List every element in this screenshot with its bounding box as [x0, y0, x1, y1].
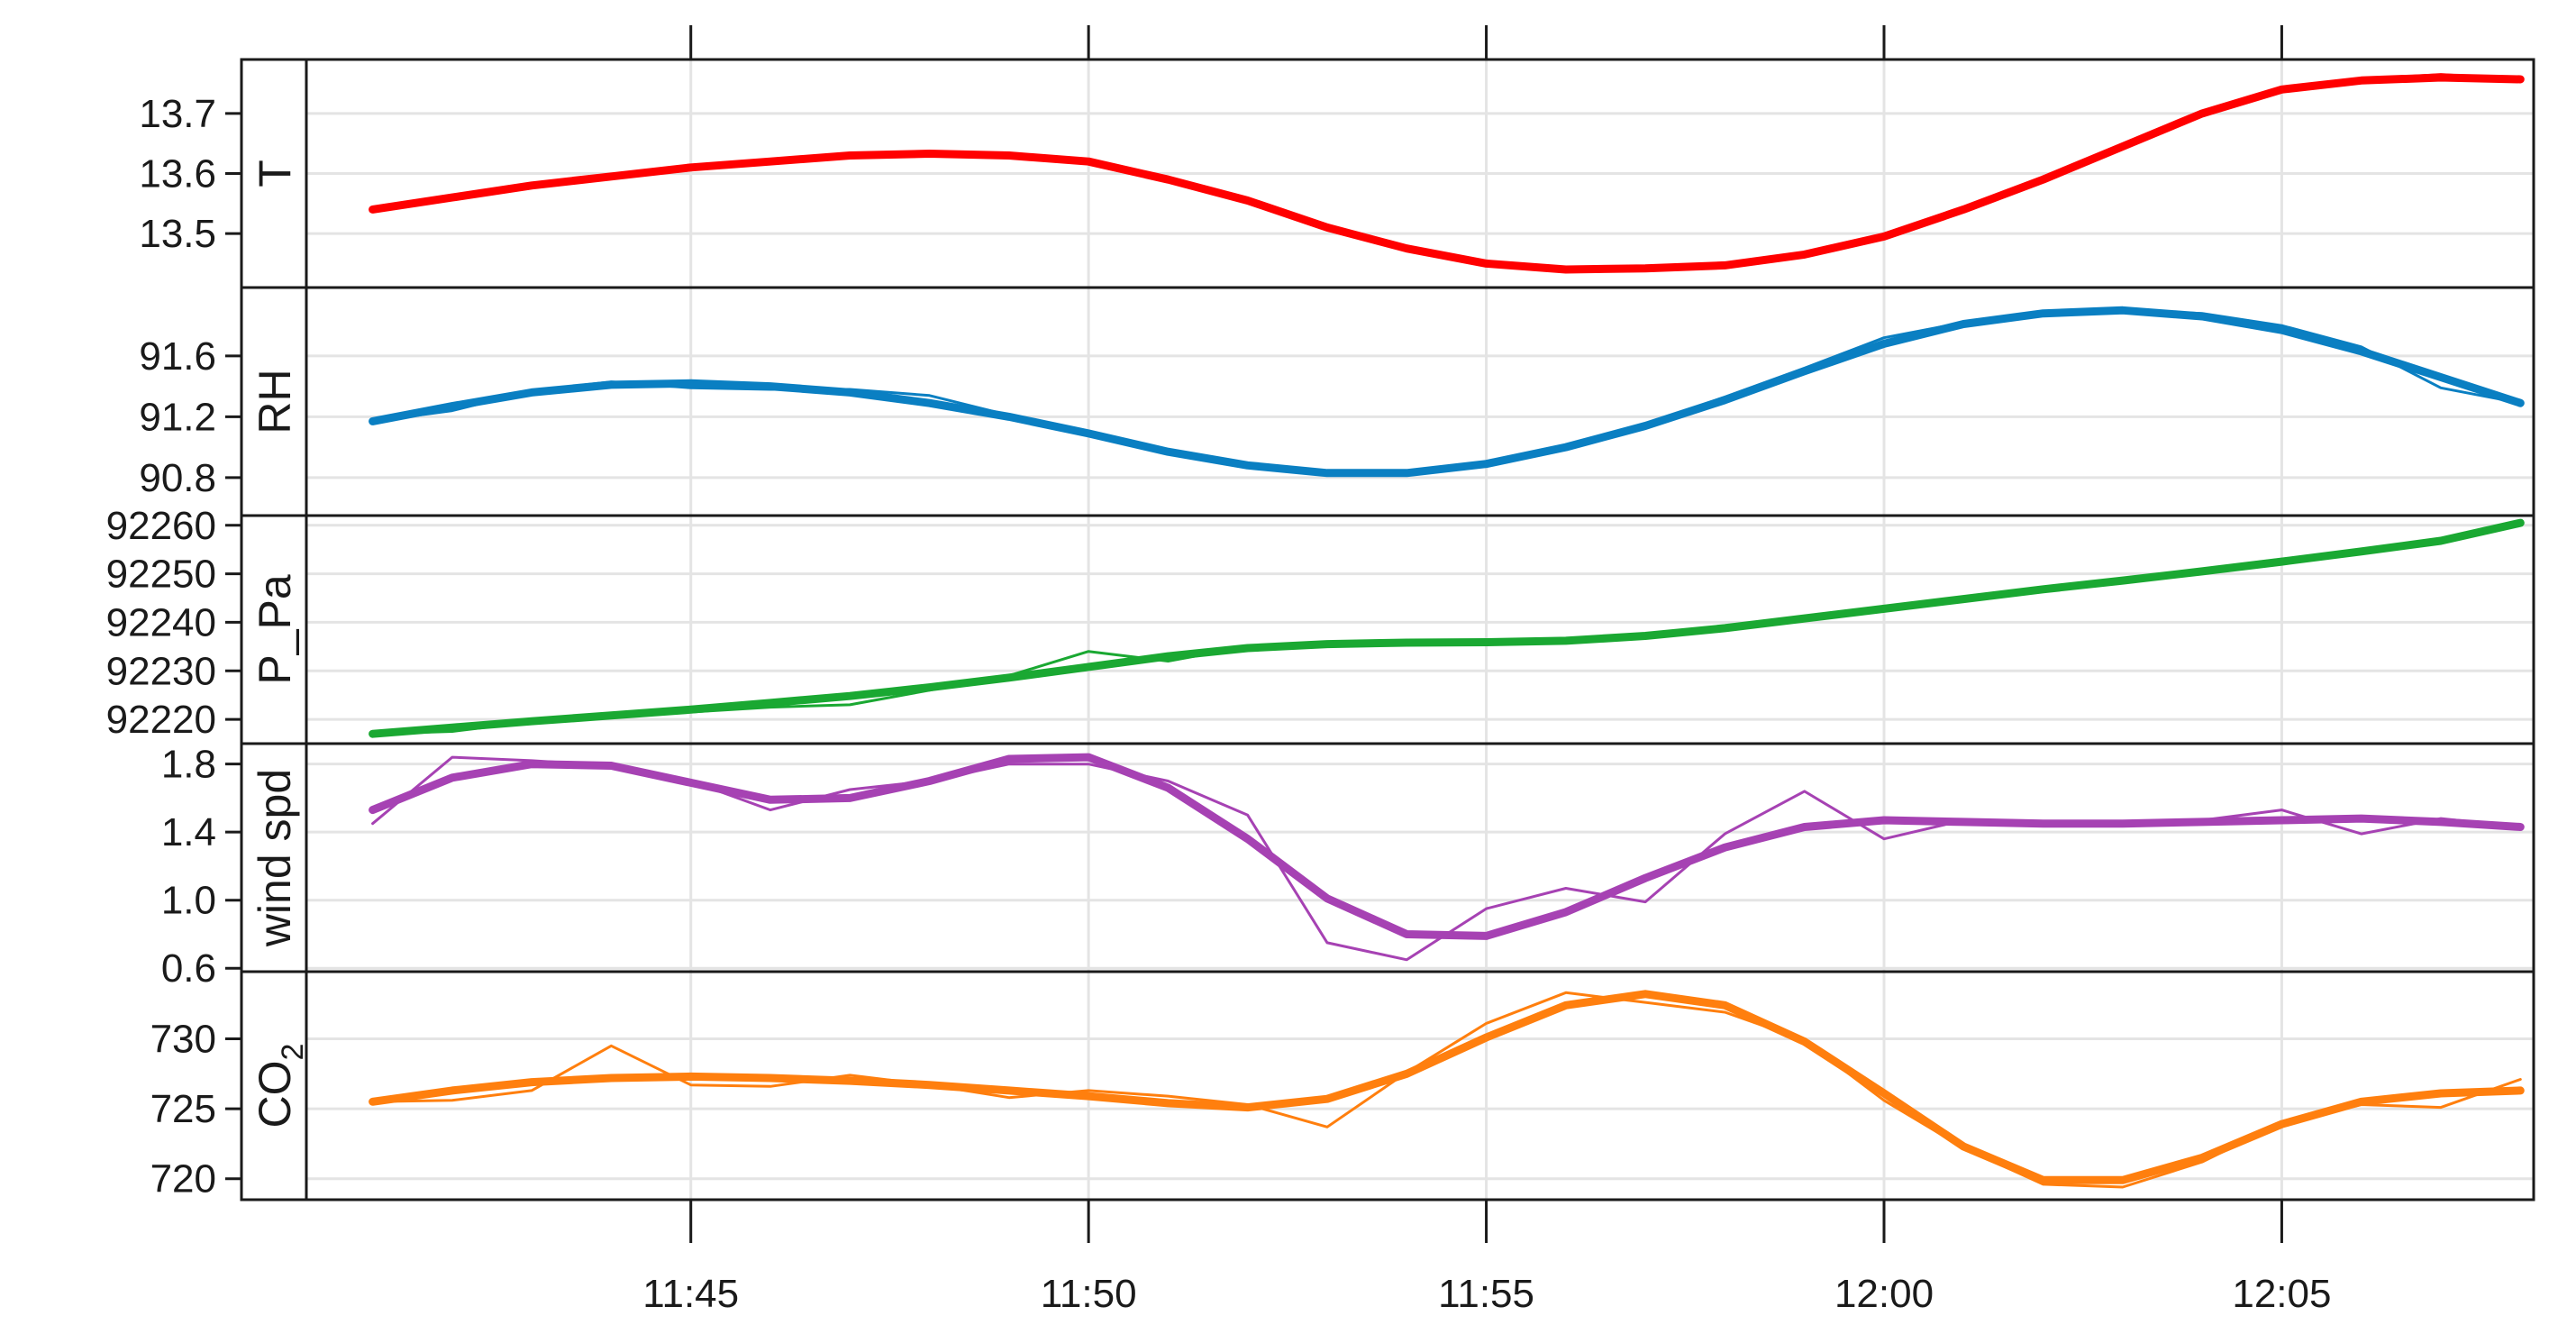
y-tick-label: 13.7 [139, 92, 216, 136]
panel-frame [240, 514, 2535, 745]
series-line-raw [371, 308, 2522, 476]
series-line-smooth [369, 306, 2525, 478]
strip-label-subscript: 2 [276, 1044, 310, 1061]
strip-label-group: RH [250, 369, 300, 434]
y-tick-label: 1.0 [161, 879, 216, 923]
y-tick-label: 92230 [106, 649, 216, 693]
series-line-raw [371, 991, 2522, 1189]
strip-label-main: CO [250, 1060, 300, 1128]
strip-label: RH [250, 369, 300, 434]
y-tick-label: 92240 [106, 600, 216, 644]
y-tick-label: 13.6 [139, 152, 216, 196]
grid-layer [306, 59, 2534, 1200]
panel-frame [240, 970, 2535, 1202]
strip-label-group: wind spd [250, 769, 300, 947]
y-tick-label: 92260 [106, 504, 216, 548]
y-tick-label: 1.4 [161, 810, 216, 854]
y-tick-label: 725 [150, 1087, 216, 1131]
y-tick-label: 90.8 [139, 456, 216, 500]
x-tick-label: 11:50 [1041, 1272, 1137, 1316]
strip-label-group: P_Pa [250, 574, 300, 685]
panel-frame [240, 742, 2535, 973]
y-tick-label: 0.6 [161, 946, 216, 991]
series-line-raw [371, 524, 2522, 736]
strip-label-group: CO2 [250, 1044, 310, 1128]
strip-label: wind spd [250, 769, 300, 947]
frame-layer [225, 25, 2535, 1243]
strip-label-group: T [250, 160, 300, 187]
series-line-raw [371, 73, 2522, 271]
series-line-smooth [369, 753, 2525, 940]
x-tick-label: 12:00 [1834, 1272, 1934, 1316]
y-tick-label: 13.5 [139, 212, 216, 256]
strip-label: T [250, 160, 300, 187]
series-line-smooth [369, 73, 2525, 274]
panel-frame [240, 286, 2535, 517]
y-tick-label: 730 [150, 1018, 216, 1062]
y-tick-label: 720 [150, 1157, 216, 1202]
x-tick-label: 11:55 [1438, 1272, 1534, 1316]
x-tick-label: 11:45 [642, 1272, 739, 1316]
label-layer: 13.5 13.6 13.7 T 90.8 91.2 91.6 RH 92220 92230 922… [106, 92, 2332, 1316]
series-layer [369, 73, 2525, 1189]
series-line-smooth [369, 990, 2525, 1184]
strip-label: P_Pa [250, 574, 300, 685]
y-tick-label: 92250 [106, 553, 216, 597]
y-tick-label: 1.8 [161, 743, 216, 787]
y-tick-label: 91.6 [139, 334, 216, 379]
y-tick-label: 91.2 [139, 395, 216, 439]
y-tick-label: 92220 [106, 698, 216, 742]
x-tick-label: 12:05 [2232, 1272, 2331, 1316]
series-line-smooth [369, 518, 2525, 738]
strip-label: CO2 [250, 1044, 310, 1128]
